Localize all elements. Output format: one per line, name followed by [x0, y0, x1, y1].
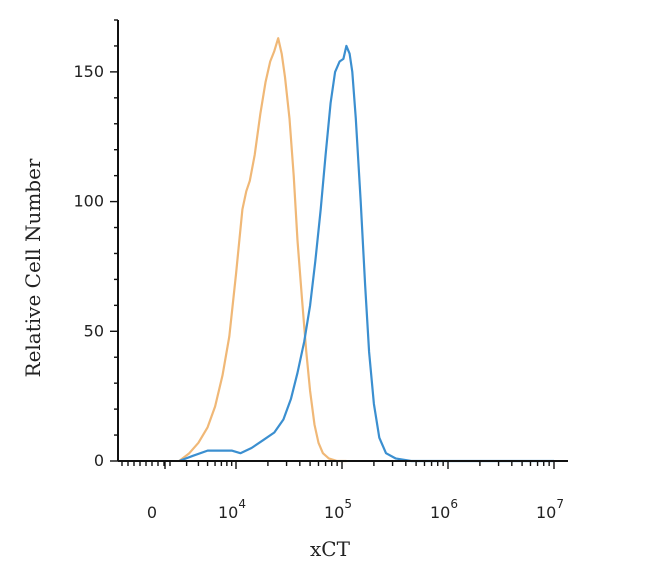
- y-tick-label: 0: [94, 451, 104, 470]
- y-tick-label: 100: [73, 192, 104, 211]
- series-layer: [178, 37, 554, 463]
- x-tick-label: 107: [536, 497, 564, 522]
- series-line-2: [178, 44, 554, 463]
- x-tick-label: 104: [218, 497, 246, 522]
- x-tick-label: 106: [430, 497, 458, 522]
- axes-layer: 0 50 100 150 0 104 105 106 107: [73, 19, 568, 522]
- x-tick-label: 105: [324, 497, 352, 522]
- series-line-1: [178, 37, 347, 463]
- y-tick-label: 150: [73, 62, 104, 81]
- x-axis-title: xCT: [310, 537, 351, 561]
- y-axis-title: Relative Cell Number: [21, 158, 45, 377]
- x-tick-label: 0: [147, 503, 157, 522]
- y-tick-label: 50: [84, 321, 104, 340]
